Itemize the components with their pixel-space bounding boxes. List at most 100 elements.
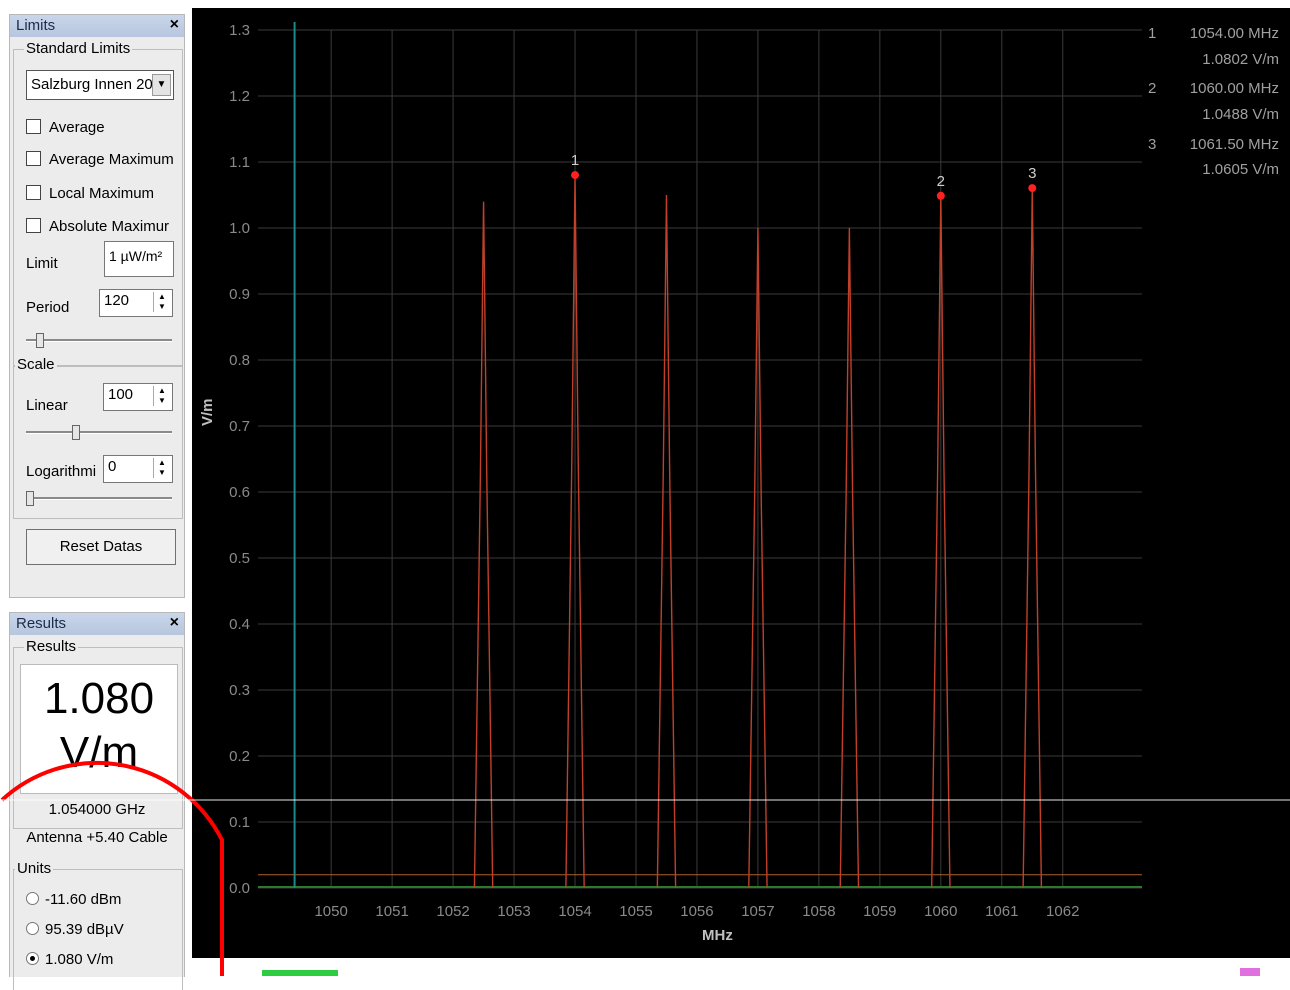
slider-thumb[interactable]: [72, 425, 80, 440]
unit-radio-dbuv[interactable]: 95.39 dBµV: [26, 921, 124, 938]
logarithmic-slider[interactable]: [26, 491, 172, 506]
radio-icon: [26, 922, 39, 935]
checkbox-local-maximum-label: Local Maximum: [49, 185, 155, 202]
slider-track: [26, 497, 172, 500]
checkbox-icon: [26, 185, 41, 200]
spin-arrows-icon[interactable]: ▲ ▼: [153, 458, 170, 478]
x-tick-label: 1058: [802, 903, 835, 920]
spectrum-chart: 0.0 0.1 0.2 0.3 0.4 0.5 0.6 0.7 0.8 0.9 1.0 1.1 1.2 1…: [199, 22, 1279, 944]
limits-dropdown-value: Salzburg Innen 20: [31, 76, 153, 93]
units-label: Units: [15, 860, 54, 877]
checkbox-average[interactable]: Average: [26, 119, 105, 136]
trace-peak: [656, 194, 677, 889]
checkbox-icon: [26, 151, 41, 166]
radio-icon: [26, 892, 39, 905]
y-tick-label: 1.2: [229, 88, 250, 105]
y-tick-label: 0.4: [229, 616, 250, 633]
logarithmic-stepper[interactable]: 0 ▲ ▼: [103, 455, 173, 483]
scroll-thumb[interactable]: [1240, 968, 1260, 976]
spin-arrows-icon[interactable]: ▲ ▼: [153, 386, 170, 406]
checkbox-average-maximum-label: Average Maximum: [49, 151, 174, 168]
trace-peak: [748, 227, 768, 889]
y-axis-label: V/m: [199, 398, 216, 426]
standard-limits-label: Standard Limits: [24, 40, 133, 57]
x-tick-label: 1050: [314, 903, 347, 920]
y-tick-label: 0.6: [229, 484, 250, 501]
checkbox-average-maximum[interactable]: Average Maximum: [26, 151, 174, 168]
limit-label: Limit: [26, 255, 58, 272]
limits-close-icon[interactable]: ×: [169, 16, 179, 33]
result-antenna: Antenna +5.40 Cable: [26, 829, 168, 846]
progress-indicator: [262, 970, 338, 976]
y-tick-label: 0.8: [229, 352, 250, 369]
marker-point: [571, 171, 580, 180]
reset-datas-button[interactable]: Reset Datas: [26, 529, 176, 565]
x-tick-label: 1054: [558, 903, 591, 920]
results-panel-title: Results: [16, 615, 67, 632]
checkbox-absolute-maximum[interactable]: Absolute Maximur: [26, 218, 169, 235]
x-tick-label: 1057: [741, 903, 774, 920]
marker-readout-id: 2: [1148, 80, 1156, 97]
checkbox-icon: [26, 218, 41, 233]
period-stepper[interactable]: 120 ▲ ▼: [99, 289, 173, 317]
result-value: 1.080: [43, 674, 155, 723]
x-tick-label: 1055: [619, 903, 652, 920]
x-tick-label: 1060: [924, 903, 957, 920]
y-tick-label: 0.5: [229, 550, 250, 567]
slider-thumb[interactable]: [26, 491, 34, 506]
checkbox-icon: [26, 119, 41, 134]
trace-layer: [258, 22, 1142, 889]
x-axis-label: MHz: [702, 927, 733, 944]
result-frequency: 1.054000 GHz: [48, 801, 146, 818]
marker-label: 3: [1028, 165, 1036, 182]
result-unit: V/m: [59, 728, 139, 777]
unit-radio-dbuv-label: 95.39 dBµV: [45, 921, 124, 938]
checkbox-local-maximum[interactable]: Local Maximum: [26, 185, 154, 202]
x-tick-labels: 1050 1051 1052 1053 1054 1055 1056 1057 1058 1059…: [314, 903, 1079, 920]
y-tick-label: 0.9: [229, 286, 250, 303]
x-tick-label: 1053: [497, 903, 530, 920]
marker-label: 1: [571, 152, 579, 169]
y-tick-label: 0.2: [229, 748, 250, 765]
spectrum-plot[interactable]: 0.0 0.1 0.2 0.3 0.4 0.5 0.6 0.7 0.8 0.9 1.0 1.1 1.2 1…: [192, 8, 1290, 958]
limits-dropdown[interactable]: Salzburg Innen 20 ▼: [26, 70, 174, 100]
y-tick-label: 1.3: [229, 22, 250, 39]
x-tick-label: 1052: [436, 903, 469, 920]
period-label: Period: [26, 299, 70, 316]
limits-panel: Limits × Standard Limits Salzburg Innen …: [9, 14, 185, 598]
period-slider[interactable]: [26, 333, 172, 348]
period-value: 120: [104, 292, 130, 309]
result-display: 1.080 V/m: [20, 664, 178, 794]
trace-peak: [473, 201, 494, 889]
chevron-down-icon: ▼: [152, 74, 171, 96]
unit-radio-vm[interactable]: 1.080 V/m: [26, 951, 113, 968]
linear-slider[interactable]: [26, 425, 172, 440]
x-tick-label: 1061: [985, 903, 1018, 920]
unit-radio-dbm[interactable]: -11.60 dBm: [26, 891, 121, 908]
marker-readout-freq: 1061.50 MHz: [1190, 136, 1279, 153]
marker-readout-id: 1: [1148, 25, 1156, 42]
trace-peak: [839, 227, 860, 889]
standard-limits-group: Standard Limits Salzburg Innen 20 ▼: [13, 40, 183, 367]
unit-radio-dbm-label: -11.60 dBm: [45, 891, 122, 908]
linear-value: 100: [108, 386, 134, 403]
limit-field-value: 1 µW/m²: [109, 248, 163, 264]
checkbox-average-label: Average: [49, 119, 105, 136]
x-tick-label: 1056: [680, 903, 713, 920]
results-close-icon[interactable]: ×: [169, 614, 179, 631]
radio-selected-icon: [26, 952, 39, 965]
spin-arrows-icon[interactable]: ▲ ▼: [153, 292, 170, 312]
y-tick-label: 0.7: [229, 418, 250, 435]
limit-field[interactable]: 1 µW/m²: [104, 241, 174, 277]
linear-stepper[interactable]: 100 ▲ ▼: [103, 383, 173, 411]
results-panel-title-bar: Results ×: [10, 613, 184, 635]
x-tick-label: 1059: [863, 903, 896, 920]
scale-label: Scale: [15, 356, 57, 373]
unit-radio-vm-label: 1.080 V/m: [45, 951, 114, 968]
slider-thumb[interactable]: [36, 333, 44, 348]
scale-group: Scale: [13, 356, 183, 519]
marker-readout: 1 1054.00 MHz 1.0802 V/m 2 1060.00 MHz 1…: [1148, 25, 1279, 178]
marker-layer: 1 2 3: [571, 152, 1036, 200]
marker-point: [936, 191, 945, 200]
y-tick-label: 1.0: [229, 220, 250, 237]
